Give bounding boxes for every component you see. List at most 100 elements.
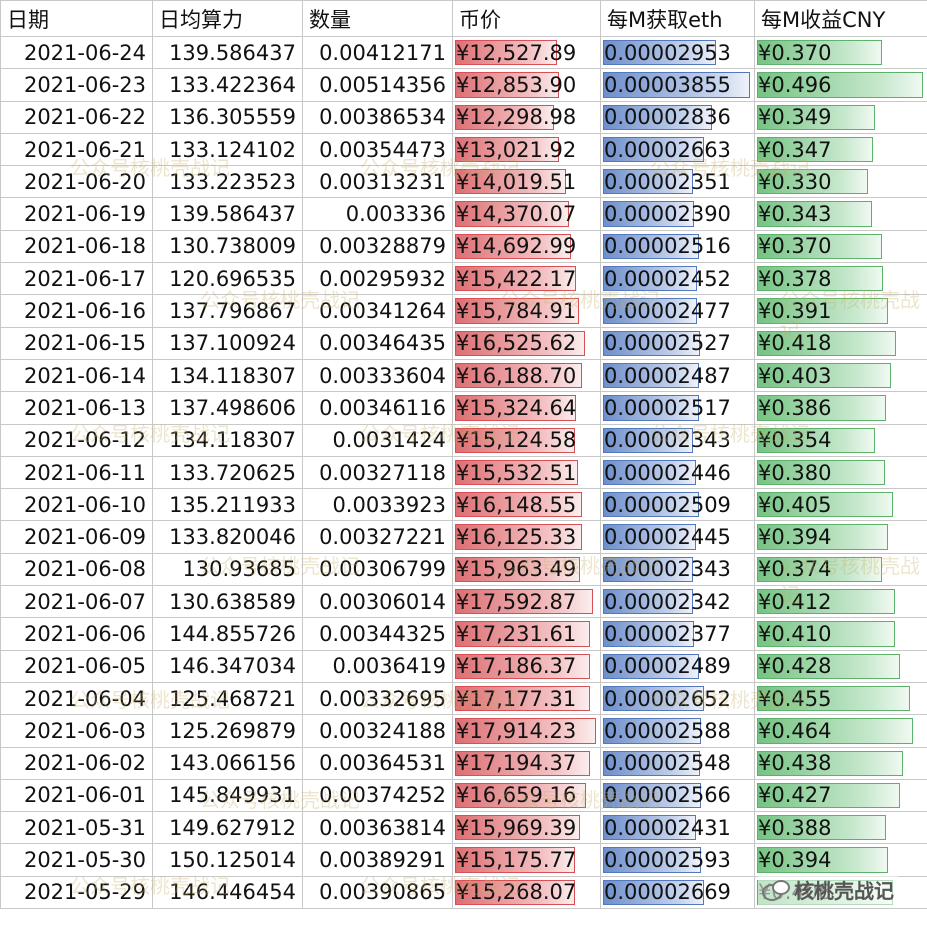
- cell-date[interactable]: 2021-06-06: [0, 617, 153, 651]
- cell-hashrate[interactable]: 130.738009: [152, 229, 303, 264]
- cell-eth-per-m[interactable]: 0.00002548: [600, 746, 755, 780]
- cell-hashrate[interactable]: 133.820046: [152, 520, 303, 554]
- cell-eth-per-m[interactable]: 0.00002343: [600, 423, 755, 457]
- cell-hashrate[interactable]: 139.586437: [152, 35, 303, 70]
- cell-hashrate[interactable]: 143.066156: [152, 746, 303, 780]
- cell-date[interactable]: 2021-06-19: [0, 197, 153, 231]
- cell-date[interactable]: 2021-05-31: [0, 811, 153, 845]
- header-date[interactable]: 日期: [0, 0, 153, 37]
- cell-amount[interactable]: 0.00346116: [302, 391, 453, 425]
- cell-price[interactable]: ¥15,963.49: [452, 552, 601, 587]
- cell-price[interactable]: ¥15,175.77: [452, 843, 601, 877]
- cell-price[interactable]: ¥12,853.90: [452, 68, 601, 102]
- cell-date[interactable]: 2021-06-10: [0, 488, 153, 522]
- cell-amount[interactable]: 0.00346435: [302, 326, 453, 360]
- cell-price[interactable]: ¥17,914.23: [452, 714, 601, 748]
- cell-price[interactable]: ¥17,177.31: [452, 681, 601, 716]
- cell-hashrate[interactable]: 133.720625: [152, 455, 303, 490]
- cell-eth-per-m[interactable]: 0.00002588: [600, 714, 755, 748]
- cell-amount[interactable]: 0.00306014: [302, 585, 453, 619]
- cell-date[interactable]: 2021-05-30: [0, 843, 153, 877]
- cell-amount[interactable]: 0.00313231: [302, 165, 453, 199]
- cell-eth-per-m[interactable]: 0.00002663: [600, 132, 755, 167]
- cell-amount[interactable]: 0.00328879: [302, 229, 453, 264]
- cell-hashrate[interactable]: 146.347034: [152, 649, 303, 683]
- cell-eth-per-m[interactable]: 0.00002566: [600, 778, 755, 813]
- cell-hashrate[interactable]: 146.446454: [152, 875, 303, 910]
- cell-amount[interactable]: 0.00363814: [302, 811, 453, 845]
- cell-date[interactable]: 2021-06-22: [0, 100, 153, 134]
- header-eth-per-m[interactable]: 每M获取eth: [600, 0, 755, 37]
- cell-hashrate[interactable]: 137.498606: [152, 391, 303, 425]
- header-price[interactable]: 币价: [452, 0, 601, 37]
- cell-price[interactable]: ¥12,527.89: [452, 35, 601, 70]
- cell-cny-per-m[interactable]: ¥0.380: [754, 455, 927, 490]
- cell-cny-per-m[interactable]: ¥0.370: [754, 35, 927, 70]
- cell-date[interactable]: 2021-06-24: [0, 35, 153, 70]
- cell-hashrate[interactable]: 149.627912: [152, 811, 303, 845]
- cell-date[interactable]: 2021-06-07: [0, 585, 153, 619]
- cell-date[interactable]: 2021-06-05: [0, 649, 153, 683]
- cell-hashrate[interactable]: 133.223523: [152, 165, 303, 199]
- cell-cny-per-m[interactable]: ¥0.405: [754, 488, 927, 522]
- cell-price[interactable]: ¥16,148.55: [452, 488, 601, 522]
- cell-hashrate[interactable]: 134.118307: [152, 423, 303, 457]
- cell-eth-per-m[interactable]: 0.00002489: [600, 649, 755, 683]
- cell-amount[interactable]: 0.00390865: [302, 875, 453, 910]
- cell-cny-per-m[interactable]: ¥0.394: [754, 843, 927, 877]
- cell-cny-per-m[interactable]: ¥0.427: [754, 778, 927, 813]
- cell-amount[interactable]: 0.00327221: [302, 520, 453, 554]
- cell-cny-per-m[interactable]: ¥0.378: [754, 262, 927, 296]
- cell-date[interactable]: 2021-06-04: [0, 681, 153, 716]
- cell-date[interactable]: 2021-06-12: [0, 423, 153, 457]
- cell-date[interactable]: 2021-06-08: [0, 552, 153, 587]
- cell-hashrate[interactable]: 133.422364: [152, 68, 303, 102]
- cell-amount[interactable]: 0.0031424: [302, 423, 453, 457]
- cell-amount[interactable]: 0.00354473: [302, 132, 453, 167]
- cell-hashrate[interactable]: 130.93685: [152, 552, 303, 587]
- cell-hashrate[interactable]: 145.849931: [152, 778, 303, 813]
- cell-eth-per-m[interactable]: 0.00002477: [600, 294, 755, 328]
- cell-amount[interactable]: 0.0033923: [302, 488, 453, 522]
- cell-cny-per-m[interactable]: ¥0.391: [754, 294, 927, 328]
- cell-date[interactable]: 2021-06-23: [0, 68, 153, 102]
- cell-price[interactable]: ¥17,231.61: [452, 617, 601, 651]
- cell-eth-per-m[interactable]: 0.00002509: [600, 488, 755, 522]
- cell-hashrate[interactable]: 120.696535: [152, 262, 303, 296]
- cell-eth-per-m[interactable]: 0.00002446: [600, 455, 755, 490]
- cell-date[interactable]: 2021-06-21: [0, 132, 153, 167]
- cell-hashrate[interactable]: 137.100924: [152, 326, 303, 360]
- cell-eth-per-m[interactable]: 0.00002669: [600, 875, 755, 910]
- cell-eth-per-m[interactable]: 0.00002953: [600, 35, 755, 70]
- cell-amount[interactable]: 0.00389291: [302, 843, 453, 877]
- cell-eth-per-m[interactable]: 0.00002445: [600, 520, 755, 554]
- cell-amount[interactable]: 0.00514356: [302, 68, 453, 102]
- cell-date[interactable]: 2021-06-03: [0, 714, 153, 748]
- cell-cny-per-m[interactable]: ¥0.428: [754, 649, 927, 683]
- cell-cny-per-m[interactable]: ¥0.386: [754, 391, 927, 425]
- cell-date[interactable]: 2021-06-18: [0, 229, 153, 264]
- cell-amount[interactable]: 0.003336: [302, 197, 453, 231]
- cell-amount[interactable]: 0.00306799: [302, 552, 453, 587]
- cell-date[interactable]: 2021-06-02: [0, 746, 153, 780]
- cell-date[interactable]: 2021-06-13: [0, 391, 153, 425]
- cell-eth-per-m[interactable]: 0.00002343: [600, 552, 755, 587]
- cell-price[interactable]: ¥17,186.37: [452, 649, 601, 683]
- cell-hashrate[interactable]: 144.855726: [152, 617, 303, 651]
- cell-eth-per-m[interactable]: 0.00002377: [600, 617, 755, 651]
- cell-eth-per-m[interactable]: 0.00003855: [600, 68, 755, 102]
- cell-cny-per-m[interactable]: ¥0.438: [754, 746, 927, 780]
- cell-amount[interactable]: 0.00327118: [302, 455, 453, 490]
- cell-price[interactable]: ¥16,125.33: [452, 520, 601, 554]
- cell-amount[interactable]: 0.00332695: [302, 681, 453, 716]
- cell-amount[interactable]: 0.00324188: [302, 714, 453, 748]
- cell-amount[interactable]: 0.00344325: [302, 617, 453, 651]
- cell-hashrate[interactable]: 136.305559: [152, 100, 303, 134]
- cell-date[interactable]: 2021-06-16: [0, 294, 153, 328]
- cell-price[interactable]: ¥14,019.51: [452, 165, 601, 199]
- cell-amount[interactable]: 0.00374252: [302, 778, 453, 813]
- cell-date[interactable]: 2021-06-01: [0, 778, 153, 813]
- cell-cny-per-m[interactable]: ¥0.354: [754, 423, 927, 457]
- cell-eth-per-m[interactable]: 0.00002452: [600, 262, 755, 296]
- cell-price[interactable]: ¥15,422.17: [452, 262, 601, 296]
